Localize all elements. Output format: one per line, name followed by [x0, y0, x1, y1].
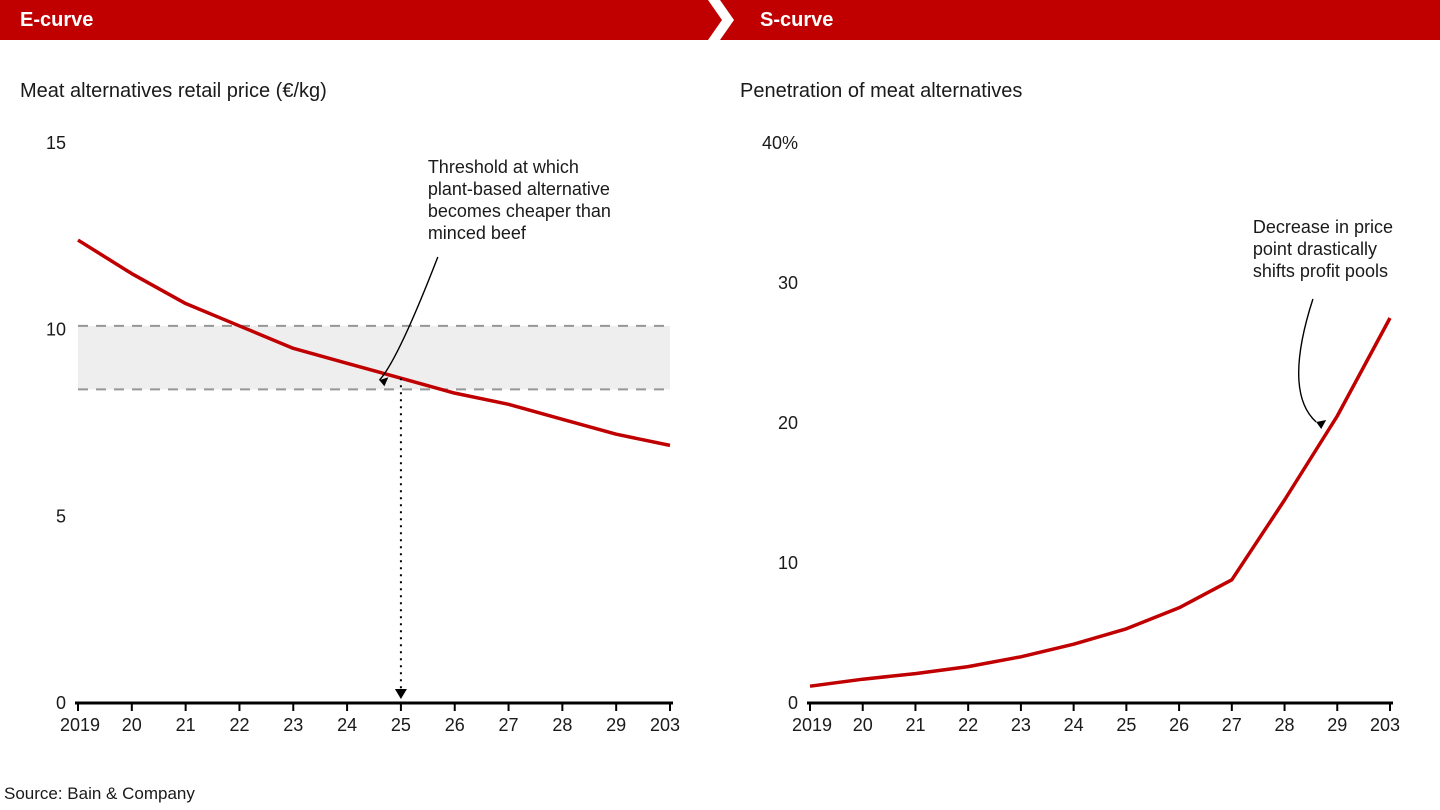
left-chart-svg: 0 5 10 15 2019 20 21 22 23 24 25 26 27 28 29 2030 Thresh… — [20, 123, 680, 743]
header-left-label: E-curve — [20, 9, 93, 32]
y-tick-label: 30 — [778, 273, 798, 293]
x-tick-label: 27 — [499, 715, 519, 735]
data-line — [810, 318, 1390, 686]
x-tick-label: 21 — [905, 715, 925, 735]
chevron-divider-icon — [708, 0, 738, 40]
x-tick-label: 29 — [1327, 715, 1347, 735]
annotation-text: Threshold at which — [428, 157, 579, 177]
x-tick-label: 21 — [176, 715, 196, 735]
right-chart-title: Penetration of meat alternatives — [740, 80, 1420, 103]
y-tick-label: 20 — [778, 413, 798, 433]
charts-row: Meat alternatives retail price (€/kg) 0 5… — [0, 40, 1440, 743]
x-tick-label: 23 — [1011, 715, 1031, 735]
x-tick-label: 2030 — [650, 715, 680, 735]
header-bar: E-curve S-curve — [0, 0, 1440, 40]
y-tick-label: 5 — [56, 506, 66, 526]
annotation-text: point drastically — [1253, 239, 1377, 259]
source-text: Source: Bain & Company — [4, 784, 195, 804]
right-chart-svg: 010203040%2019202122232425262728292030De… — [740, 123, 1400, 743]
annotation-text: plant-based alternative — [428, 179, 610, 199]
right-chart-panel: Penetration of meat alternatives 0102030… — [740, 80, 1420, 743]
x-tick-label: 26 — [445, 715, 465, 735]
annotation-text: shifts profit pools — [1253, 261, 1388, 281]
y-tick-label: 40% — [762, 133, 798, 153]
x-tick-label: 28 — [1275, 715, 1295, 735]
annotation-text: becomes cheaper than — [428, 201, 611, 221]
x-tick-label: 29 — [606, 715, 626, 735]
y-tick-label: 0 — [56, 693, 66, 713]
x-tick-label: 27 — [1222, 715, 1242, 735]
x-tick-label: 20 — [122, 715, 142, 735]
x-tick-label: 23 — [283, 715, 303, 735]
arrowhead-down-icon — [395, 689, 407, 699]
x-tick-label: 24 — [337, 715, 357, 735]
x-tick-label: 2019 — [60, 715, 100, 735]
left-chart-panel: Meat alternatives retail price (€/kg) 0 5… — [20, 80, 700, 743]
arrowhead-icon — [1316, 420, 1326, 429]
x-tick-label: 2030 — [1370, 715, 1400, 735]
x-tick-label: 2019 — [792, 715, 832, 735]
annotation-text: Decrease in price — [1253, 217, 1393, 237]
threshold-band — [78, 326, 670, 389]
y-tick-label: 10 — [778, 553, 798, 573]
y-tick-label: 0 — [788, 693, 798, 713]
x-tick-label: 25 — [1116, 715, 1136, 735]
y-tick-label: 15 — [46, 133, 66, 153]
left-chart-title: Meat alternatives retail price (€/kg) — [20, 80, 700, 103]
y-tick-label: 10 — [46, 320, 66, 340]
x-tick-label: 26 — [1169, 715, 1189, 735]
x-tick-label: 25 — [391, 715, 411, 735]
annotation-arrow — [1299, 299, 1316, 422]
x-tick-label: 24 — [1064, 715, 1084, 735]
x-tick-label: 22 — [958, 715, 978, 735]
x-tick-label: 22 — [229, 715, 249, 735]
header-left: E-curve — [0, 0, 720, 40]
header-right: S-curve — [720, 0, 1440, 40]
x-tick-label: 20 — [853, 715, 873, 735]
header-right-label: S-curve — [760, 9, 833, 32]
x-tick-label: 28 — [552, 715, 572, 735]
annotation-text: minced beef — [428, 223, 527, 243]
